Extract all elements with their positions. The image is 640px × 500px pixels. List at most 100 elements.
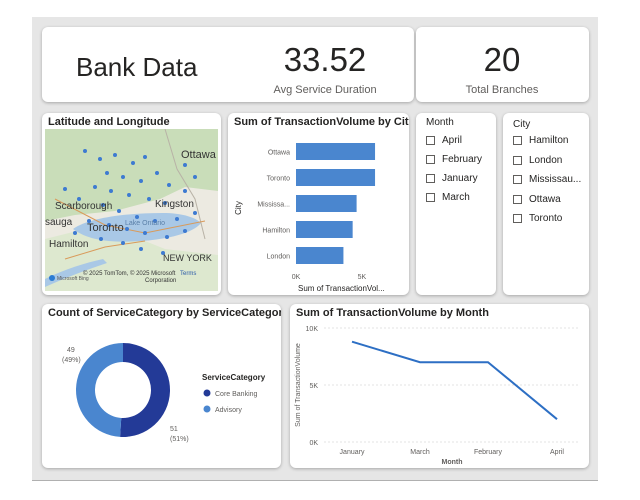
bar-city[interactable] [296, 143, 376, 160]
line-y-axis-title: Sum of TransactionVolume [295, 343, 302, 427]
city-slicer-option[interactable]: Hamilton [513, 135, 568, 146]
bar-category-label: Hamilton [262, 228, 290, 235]
service-category-donut-card[interactable]: Count of ServiceCategory by ServiceCateg… [42, 304, 281, 468]
city-slicer-option[interactable]: Mississau... [513, 174, 581, 185]
checkbox-icon[interactable] [426, 155, 435, 164]
map-label-scarborough: Scarborough [55, 201, 112, 212]
map-location-point[interactable] [83, 149, 87, 153]
map-location-point[interactable] [167, 183, 171, 187]
map-label-kingston: Kingston [155, 199, 194, 210]
bar-x-axis-title: Sum of TransactionVol... [298, 284, 385, 293]
line-series[interactable] [351, 340, 558, 420]
checkbox-icon[interactable] [426, 136, 435, 145]
map-location-point[interactable] [99, 237, 103, 241]
month-slicer-option[interactable]: February [426, 154, 482, 165]
map-location-point[interactable] [121, 175, 125, 179]
bar-category-label: Toronto [267, 176, 290, 183]
bar-city[interactable] [296, 195, 357, 212]
checkbox-icon[interactable] [426, 174, 435, 183]
city-slicer-option[interactable]: Ottawa [513, 194, 561, 205]
legend-marker-icon [203, 405, 211, 413]
map-location-point[interactable] [127, 193, 131, 197]
donut-legend-title: ServiceCategory [202, 373, 266, 382]
city-bar-chart[interactable]: Ottawa Toronto Mississa... Hamilton London 0K… [228, 129, 409, 295]
map-label-saga: sauga [45, 217, 73, 228]
map-card[interactable]: Latitude and Longitude Ottawa Scarboroug… [42, 113, 221, 295]
map-location-point[interactable] [165, 235, 169, 239]
map-location-point[interactable] [77, 197, 81, 201]
map-location-point[interactable] [153, 219, 157, 223]
map-location-point[interactable] [139, 179, 143, 183]
donut-data-label: 49 [67, 347, 75, 354]
title-kpi-card: Bank Data 33.52 Avg Service Duration [42, 27, 414, 102]
line-x-tick: February [474, 449, 503, 456]
checkbox-icon[interactable] [513, 175, 522, 184]
month-line-chart[interactable]: 0K 5K 10K January March February April Month Sum… [290, 320, 589, 468]
map-location-point[interactable] [101, 203, 105, 207]
map-location-point[interactable] [121, 241, 125, 245]
canvas-divider [32, 480, 598, 481]
service-category-donut[interactable]: 51 (51%) 49 (49%) ServiceCategory Core Bankin… [42, 320, 281, 468]
map-location-point[interactable] [125, 227, 129, 231]
city-slicer-option-label: Ottawa [529, 193, 561, 205]
month-slicer-option[interactable]: January [426, 173, 478, 184]
line-y-tick: 0K [309, 440, 318, 447]
donut-chart-title: Count of ServiceCategory by ServiceCateg… [48, 307, 281, 319]
map-location-point[interactable] [143, 155, 147, 159]
map-location-point[interactable] [193, 175, 197, 179]
map-location-point[interactable] [147, 197, 151, 201]
map-visual[interactable]: Ottawa Scarborough Kingston Lake Ontario… [45, 129, 218, 291]
bar-city[interactable] [296, 221, 353, 238]
map-location-point[interactable] [183, 229, 187, 233]
map-location-point[interactable] [87, 219, 91, 223]
map-location-point[interactable] [109, 189, 113, 193]
bing-logo-text: Microsoft Bing [57, 276, 89, 282]
map-location-point[interactable] [131, 161, 135, 165]
map-location-point[interactable] [143, 231, 147, 235]
checkbox-icon[interactable] [426, 193, 435, 202]
map-location-point[interactable] [98, 157, 102, 161]
month-slicer-option[interactable]: April [426, 135, 462, 146]
map-location-point[interactable] [183, 189, 187, 193]
month-slicer-option[interactable]: March [426, 192, 470, 203]
city-slicer-option[interactable]: London [513, 155, 562, 166]
donut-legend-item[interactable]: Advisory [215, 407, 242, 414]
month-slicer-option-label: April [442, 135, 463, 146]
checkbox-icon[interactable] [513, 155, 522, 165]
checkbox-icon[interactable] [513, 194, 522, 204]
map-terms-link[interactable]: Terms [180, 271, 196, 277]
map-location-point[interactable] [73, 231, 77, 235]
month-line-chart-title: Sum of TransactionVolume by Month [296, 307, 489, 319]
line-x-axis-title: Month [442, 459, 463, 466]
map-location-point[interactable] [161, 251, 165, 255]
city-slicer-option-label: Mississau... [529, 174, 582, 185]
map-location-point[interactable] [183, 163, 187, 167]
city-slicer-option[interactable]: Toronto [513, 213, 562, 224]
donut-data-percent: (51%) [170, 436, 189, 443]
map-location-point[interactable] [135, 215, 139, 219]
bar-city[interactable] [296, 247, 344, 264]
map-location-point[interactable] [175, 217, 179, 221]
map-location-point[interactable] [139, 247, 143, 251]
map-label-lake: Lake Ontario [125, 220, 165, 227]
city-bar-chart-card[interactable]: Sum of TransactionVolume by City Ottawa T… [228, 113, 409, 295]
donut-slice[interactable] [120, 343, 171, 437]
map-location-point[interactable] [155, 171, 159, 175]
bar-y-axis-title: City [234, 201, 243, 215]
map-location-point[interactable] [93, 185, 97, 189]
city-bar-chart-title: Sum of TransactionVolume by City [234, 116, 409, 128]
checkbox-icon[interactable] [513, 214, 522, 223]
donut-slice[interactable] [76, 343, 123, 437]
donut-legend-item[interactable]: Core Banking [215, 391, 258, 398]
map-location-point[interactable] [63, 187, 67, 191]
map-label-toronto: Toronto [87, 222, 124, 234]
bar-city[interactable] [296, 169, 376, 186]
month-line-chart-card[interactable]: Sum of TransactionVolume by Month 0K 5K 10… [290, 304, 589, 468]
map-location-point[interactable] [117, 209, 121, 213]
map-location-point[interactable] [107, 223, 111, 227]
map-location-point[interactable] [163, 201, 167, 205]
checkbox-icon[interactable] [513, 136, 522, 145]
map-location-point[interactable] [105, 171, 109, 175]
map-location-point[interactable] [113, 153, 117, 157]
map-location-point[interactable] [193, 211, 197, 215]
